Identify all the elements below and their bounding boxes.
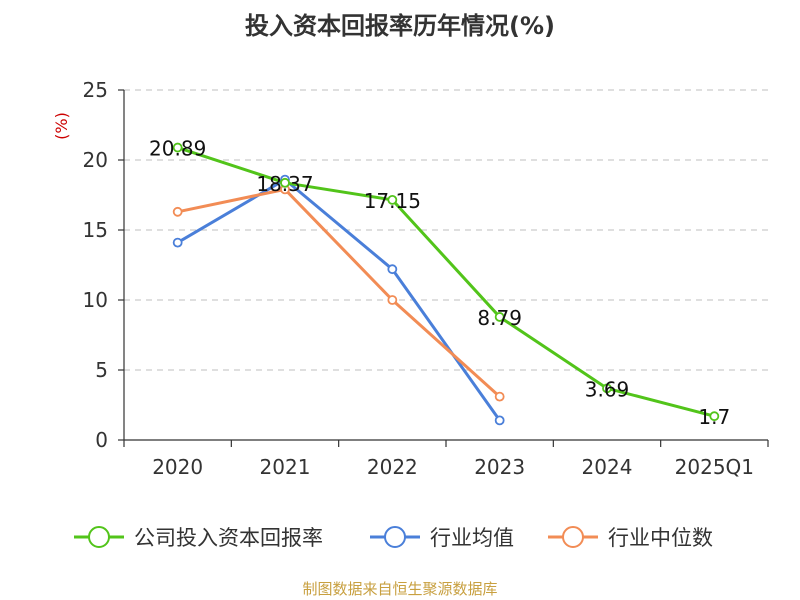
data-label: 20.89: [149, 137, 206, 161]
x-tick-label: 2023: [474, 455, 525, 479]
legend-label: 行业均值: [430, 526, 514, 550]
legend-marker-icon: [384, 526, 406, 548]
x-tick-labels: 2020 2021 2022 2023 2024 2025Q1: [152, 455, 754, 479]
data-point: [387, 264, 398, 275]
x-tick-label: 2021: [260, 455, 311, 479]
legend-label: 公司投入资本回报率: [134, 526, 323, 550]
data-point: [387, 295, 398, 305]
legend-item[interactable]: 行业均值: [370, 526, 514, 550]
y-tick-label: 0: [95, 428, 108, 452]
x-tick-label: 2022: [367, 455, 418, 479]
chart-title: 投入资本回报率历年情况(%): [245, 12, 555, 40]
legend-label: 行业中位数: [608, 526, 713, 550]
y-tick-label: 5: [95, 358, 108, 382]
series-line: [176, 146, 716, 418]
data-point: [172, 142, 183, 153]
data-label: 18.37: [256, 172, 313, 196]
data-labels: 20.89 18.37 17.15 8.79 3.69 1.7: [149, 137, 730, 430]
data-label: 1.7: [698, 405, 730, 429]
data-point: [494, 312, 505, 322]
data-label: 8.79: [477, 306, 522, 330]
data-point: [602, 383, 612, 394]
data-label: 3.69: [585, 377, 630, 401]
series-points: [172, 142, 720, 426]
axes: [118, 89, 769, 447]
legend-item[interactable]: 行业中位数: [548, 526, 713, 550]
data-point: [387, 194, 398, 205]
source-note: 制图数据来自恒生聚源数据库: [302, 580, 497, 598]
series-line: [176, 187, 502, 399]
data-point: [494, 415, 505, 426]
x-tick-label: 2024: [582, 455, 633, 479]
series-lines: [176, 146, 716, 422]
data-point: [494, 391, 505, 402]
y-tick-labels: 0 5 10 15 20 25: [83, 78, 108, 452]
data-point: [280, 177, 290, 188]
y-axis-label: (%): [52, 112, 71, 140]
y-tick-label: 25: [83, 78, 108, 102]
data-point: [172, 237, 183, 248]
legend-item[interactable]: 公司投入资本回报率: [74, 526, 323, 550]
x-tick-label: 2020: [152, 455, 203, 479]
legend-marker-icon: [88, 526, 110, 548]
data-point: [709, 411, 720, 422]
data-point: [172, 206, 183, 217]
legend-marker-icon: [562, 526, 584, 548]
x-tick-label: 2025Q1: [675, 455, 754, 479]
y-tick-label: 10: [83, 288, 108, 312]
grid: [124, 89, 768, 371]
series-line: [176, 178, 502, 422]
y-tick-label: 15: [83, 218, 108, 242]
y-tick-label: 20: [83, 148, 108, 172]
data-label: 17.15: [364, 189, 421, 213]
legend[interactable]: 公司投入资本回报率 行业均值 行业中位数: [74, 526, 713, 550]
